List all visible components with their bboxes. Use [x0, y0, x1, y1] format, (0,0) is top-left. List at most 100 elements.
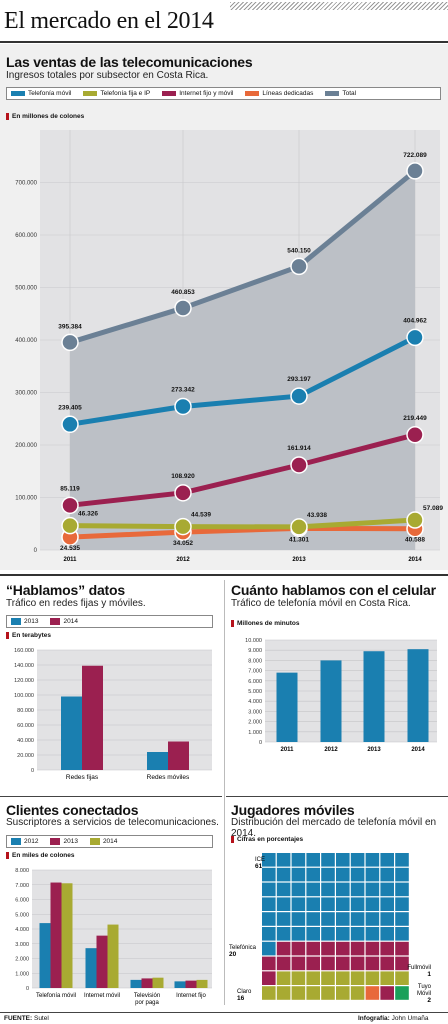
y-tick-label: 4.000	[248, 699, 262, 705]
clients-subtitle: Suscriptores a servicios de telecomunica…	[6, 817, 219, 828]
legend-label: Telefonía móvil	[28, 90, 72, 97]
data-label: 24.535	[60, 545, 80, 552]
waffle-cell	[262, 882, 276, 897]
x-tick-label: Televisión	[134, 993, 160, 999]
y-tick-label: 700.000	[15, 181, 37, 187]
unit-marker	[231, 836, 234, 843]
clients-title: Clientes conectados	[6, 802, 139, 818]
segment-name: Telefónica	[229, 945, 257, 951]
y-tick-label: 1.000	[15, 971, 29, 977]
waffle-cell	[350, 941, 365, 956]
sales-unit-label: En millones de colones	[6, 113, 84, 120]
section-rule	[226, 796, 448, 797]
bar	[39, 923, 51, 988]
series-line	[69, 168, 417, 345]
data-point	[406, 328, 424, 347]
legend-swatch	[11, 91, 25, 96]
data-point	[61, 415, 79, 434]
bar	[141, 978, 153, 988]
y-tick-label: 2.000	[15, 957, 29, 963]
header-rule	[0, 41, 448, 43]
waffle-cell	[380, 927, 394, 941]
clients-unit-label: En miles de colones	[6, 852, 75, 859]
data-traffic-title: “Hablamos” datos	[6, 582, 125, 598]
series-line	[69, 335, 417, 427]
series-line	[69, 432, 416, 508]
waffle-cell	[291, 956, 306, 971]
unit-text: En miles de colones	[12, 852, 75, 859]
waffle-cell	[276, 941, 291, 956]
sales-title: Las ventas de las telecomunicaciones	[6, 54, 253, 70]
waffle-cell	[380, 986, 394, 1000]
players-subtitle: Distribución del mercado de telefonía mó…	[231, 817, 437, 839]
players-unit-label: Cifras en porcentajes	[231, 836, 303, 843]
waffle-cell	[365, 853, 380, 867]
bar	[276, 672, 298, 742]
waffle-cell	[276, 912, 291, 926]
y-tick-label: 0	[34, 548, 38, 554]
data-point	[174, 299, 192, 317]
unit-text: Cifras en porcentajes	[237, 836, 304, 843]
x-tick-label: 2014	[411, 747, 425, 753]
waffle-cell	[291, 941, 306, 956]
waffle-cell	[306, 927, 320, 941]
data-traffic-subtitle: Tráfico en redes fijas y móviles.	[6, 598, 146, 609]
segment-name: Fullmóvil	[407, 965, 431, 971]
y-tick-label: 200.000	[15, 443, 37, 449]
credit-label: Infografía:	[358, 1015, 390, 1022]
waffle-cell	[336, 853, 350, 867]
waffle-cell	[262, 897, 276, 911]
y-tick-label: 0	[26, 986, 29, 992]
waffle-cell	[365, 897, 380, 911]
waffle-cell	[395, 941, 409, 956]
waffle-cell	[262, 867, 276, 882]
waffle-cell	[365, 867, 380, 882]
data-label: 41.301	[289, 536, 309, 543]
source-label: FUENTE:	[4, 1015, 33, 1022]
data-label: 57.089	[423, 505, 443, 512]
waffle-cell	[365, 912, 380, 926]
data-point	[290, 518, 308, 536]
y-tick-label: 3.000	[248, 709, 262, 715]
legend-item-2014: 2014	[50, 618, 78, 625]
legend-item-internet: Internet fijo y móvil	[162, 90, 233, 97]
waffle-cell	[336, 867, 350, 882]
legend-swatch	[83, 91, 98, 96]
data-label: 460.853	[171, 289, 195, 296]
waffle-cell	[306, 882, 320, 897]
unit-marker	[6, 632, 9, 639]
waffle-cell	[321, 941, 335, 956]
waffle-cell	[276, 971, 291, 985]
series-line	[69, 517, 416, 530]
legend-swatch	[50, 618, 61, 625]
x-tick-label: 2011	[280, 747, 294, 753]
x-tick-label: Redes fijas	[66, 774, 99, 781]
sales-legend: Telefonía móvil Telefonía fija e IP Inte…	[6, 87, 441, 100]
data-label: 540.150	[287, 247, 311, 254]
y-tick-label: 0	[259, 740, 262, 746]
waffle-cell	[291, 986, 306, 1000]
legend-swatch	[50, 838, 61, 845]
legend-item-2013: 2013	[50, 838, 78, 845]
segment-value: 2	[427, 997, 431, 1004]
waffle-cell	[276, 867, 291, 882]
data-point	[406, 511, 424, 529]
unit-text: Millones de minutos	[237, 620, 300, 627]
x-tick-label: Internet móvil	[84, 993, 120, 999]
waffle-cell	[365, 927, 380, 941]
waffle-cell	[365, 882, 380, 897]
waffle-cell	[395, 882, 409, 897]
waffle-cell	[306, 897, 320, 911]
sales-subtitle: Ingresos totales por subsector en Costa …	[6, 70, 209, 81]
waffle-cell	[276, 927, 291, 941]
bar	[320, 660, 342, 742]
bar	[61, 883, 73, 988]
waffle-cell	[336, 986, 350, 1000]
waffle-cell	[291, 867, 306, 882]
waffle-cell	[350, 897, 365, 911]
players-title: Jugadores móviles	[231, 802, 355, 818]
waffle-cell	[306, 986, 320, 1000]
call-traffic-unit-label: Millones de minutos	[231, 620, 299, 627]
segment-name: Móvil	[417, 991, 431, 997]
y-tick-label: 20.000	[17, 753, 34, 759]
